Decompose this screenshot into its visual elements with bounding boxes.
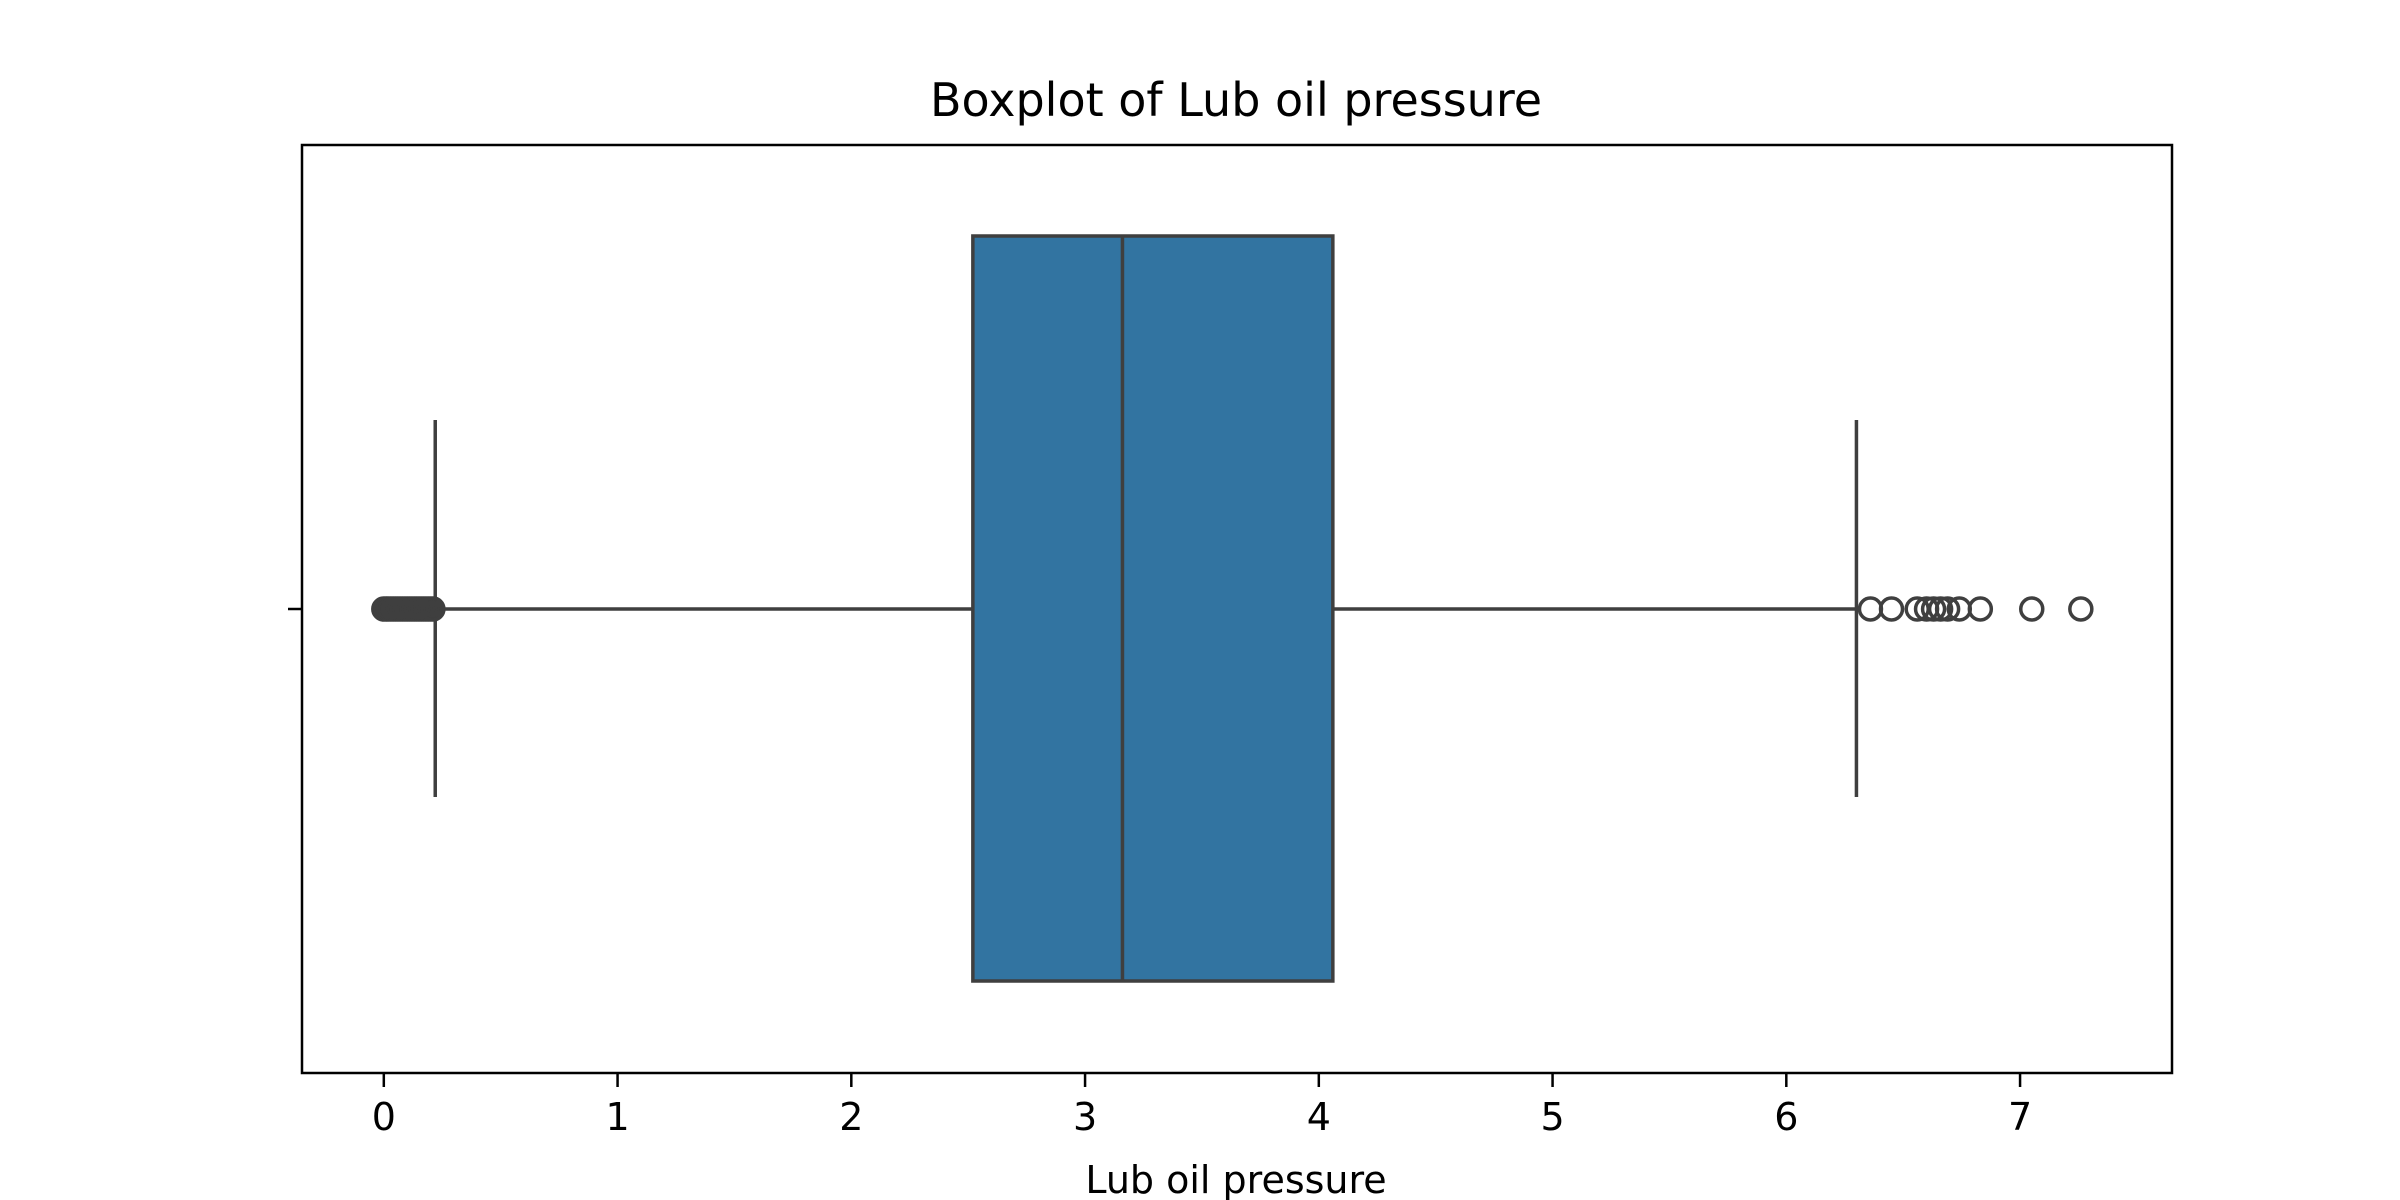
x-axis-label: Lub oil pressure: [1085, 1158, 1386, 1200]
outlier-point: [1927, 596, 1954, 622]
x-tick-label: 1: [605, 1095, 629, 1139]
outlier-point: [1878, 596, 1905, 622]
chart-title: Boxplot of Lub oil pressure: [930, 73, 1542, 127]
iqr-box: [971, 234, 1335, 983]
x-tick-label: 7: [2008, 1095, 2032, 1139]
x-axis: 0 1 2 3 4 5 6 7: [288, 607, 2032, 1139]
outlier-point: [2019, 596, 2045, 622]
x-tick-label: 5: [1540, 1095, 1564, 1139]
outlier-point: [420, 596, 446, 622]
x-tick-label: 3: [1073, 1095, 1097, 1139]
plot-area: [371, 234, 2094, 983]
x-tick-label: 2: [839, 1095, 863, 1139]
outlier-point: [1934, 596, 1961, 622]
x-tick-label: 6: [1774, 1095, 1798, 1139]
outlier-point: [1920, 596, 1947, 622]
outlier-point: [2068, 596, 2094, 622]
x-tick-label: 0: [372, 1095, 396, 1139]
outlier-point: [1967, 596, 1994, 622]
x-tick-label: 4: [1307, 1095, 1331, 1139]
